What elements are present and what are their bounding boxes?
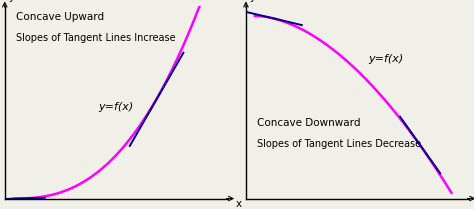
Text: y=f(x): y=f(x) [99, 102, 134, 112]
Text: y: y [9, 0, 15, 2]
Text: y=f(x): y=f(x) [369, 54, 404, 64]
Text: Slopes of Tangent Lines Increase: Slopes of Tangent Lines Increase [16, 33, 175, 43]
Text: x: x [236, 199, 242, 209]
Text: Concave Upward: Concave Upward [16, 12, 104, 22]
Text: y: y [250, 0, 255, 2]
Text: Slopes of Tangent Lines Decrease: Slopes of Tangent Lines Decrease [257, 139, 421, 149]
Text: Concave Downward: Concave Downward [257, 118, 361, 128]
